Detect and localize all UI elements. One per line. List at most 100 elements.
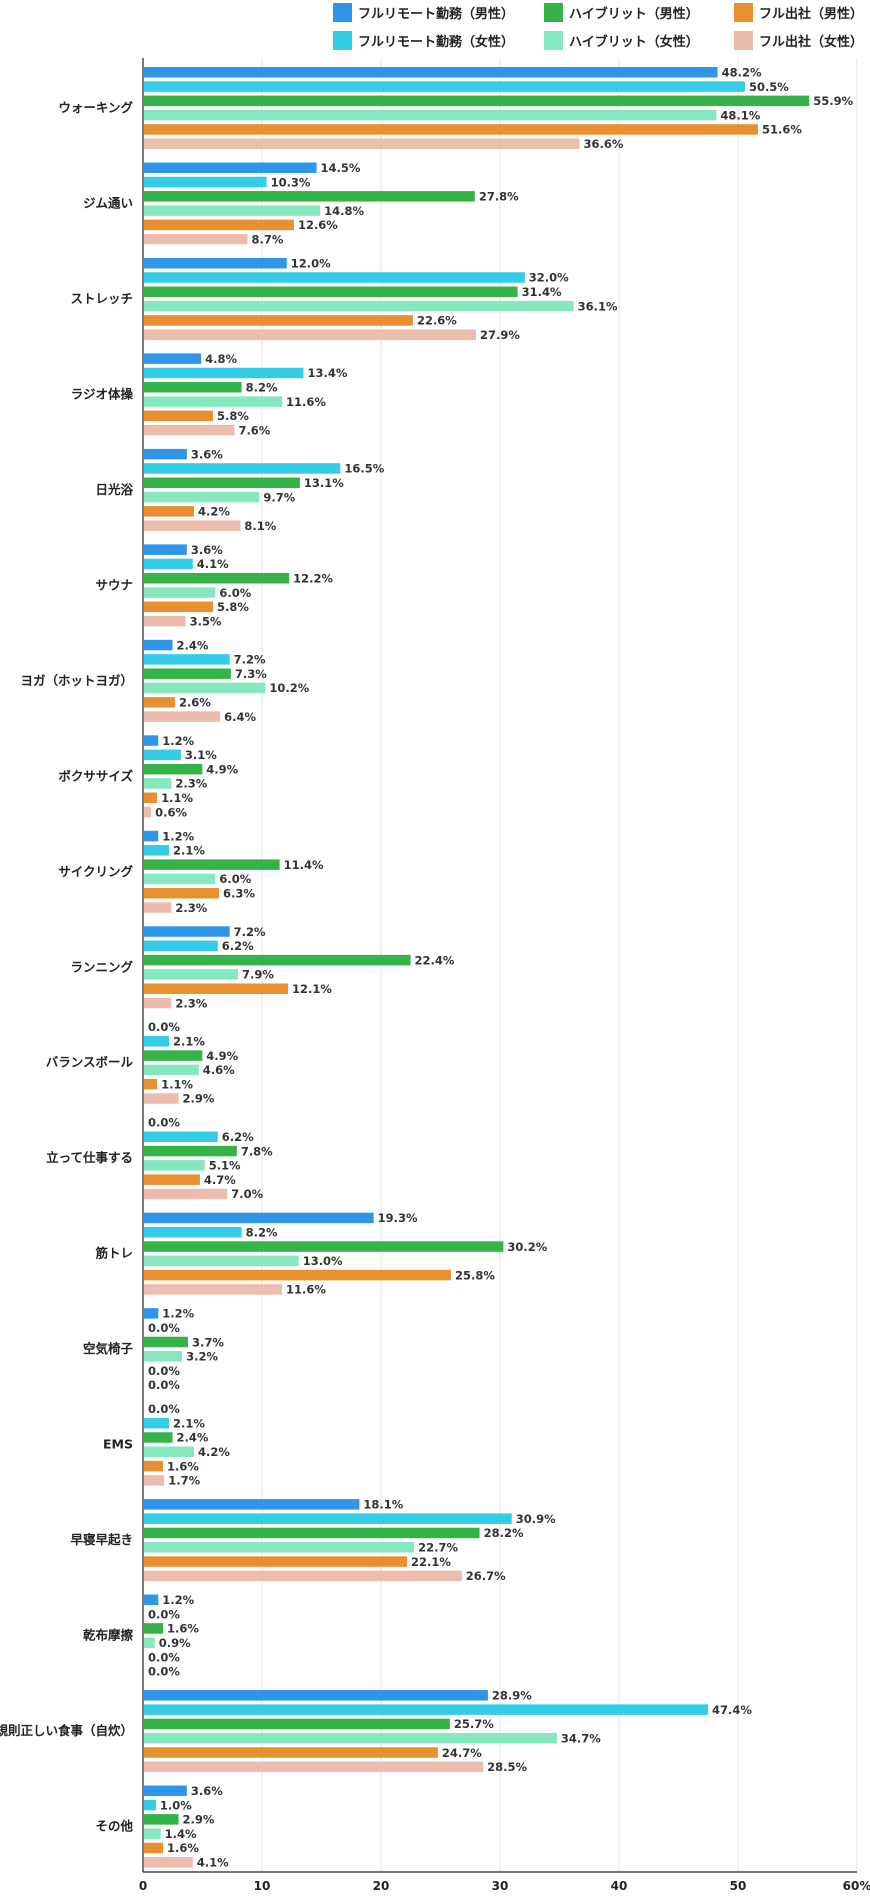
- data-label: 4.6%: [203, 1063, 235, 1077]
- bar: [144, 1188, 228, 1200]
- data-label: 2.1%: [173, 1416, 205, 1430]
- bar: [144, 1460, 164, 1472]
- bar: [144, 1704, 709, 1715]
- data-label: 31.4%: [522, 285, 562, 299]
- bar: [144, 601, 214, 613]
- data-label: 4.1%: [197, 557, 229, 571]
- bar: [144, 95, 810, 107]
- data-label: 13.0%: [303, 1254, 343, 1268]
- data-label: 5.8%: [217, 600, 249, 614]
- category-label: 日光浴: [95, 482, 133, 497]
- x-tick-label: 0: [139, 1879, 147, 1893]
- bar: [144, 1527, 480, 1539]
- bar: [144, 749, 181, 761]
- bar: [144, 997, 172, 1009]
- data-label: 1.6%: [167, 1622, 199, 1636]
- data-label: 10.2%: [269, 681, 309, 695]
- data-label: 4.7%: [204, 1173, 236, 1187]
- data-label: 1.7%: [168, 1474, 200, 1488]
- bar: [144, 138, 580, 149]
- data-label: 1.2%: [162, 734, 194, 748]
- data-label: 1.2%: [162, 1307, 194, 1321]
- category-label: バランスボール: [46, 1055, 134, 1070]
- data-label: 0.9%: [159, 1636, 191, 1650]
- bar: [144, 257, 287, 269]
- data-label: 7.3%: [235, 667, 267, 681]
- bar: [144, 520, 241, 531]
- bar: [144, 983, 288, 994]
- data-label: 1.2%: [162, 1593, 194, 1607]
- data-label: 0.0%: [148, 1665, 180, 1679]
- data-label: 30.2%: [507, 1240, 547, 1254]
- bar: [144, 572, 290, 584]
- legend-label: ハイブリット（男性）: [569, 6, 699, 22]
- data-label: 1.0%: [160, 1798, 192, 1812]
- data-label: 4.9%: [206, 762, 238, 776]
- bar: [144, 272, 525, 283]
- legend-swatch: [734, 31, 753, 50]
- data-label: 4.9%: [206, 1049, 238, 1063]
- data-label: 0.0%: [148, 1116, 180, 1130]
- data-label: 0.0%: [148, 1364, 180, 1378]
- data-label: 2.9%: [183, 1092, 215, 1106]
- bar: [144, 300, 574, 312]
- bar: [144, 1308, 159, 1319]
- bar: [144, 697, 175, 708]
- data-label: 48.1%: [720, 108, 760, 122]
- legend-label: ハイブリット（女性）: [569, 34, 699, 50]
- bar: [144, 792, 158, 804]
- data-label: 1.6%: [167, 1841, 199, 1855]
- bar: [144, 1570, 462, 1582]
- bar: [144, 1718, 450, 1730]
- bar: [144, 1842, 164, 1854]
- data-label: 28.9%: [492, 1689, 532, 1703]
- bar: [144, 1542, 415, 1553]
- data-label: 2.3%: [175, 996, 207, 1010]
- data-label: 2.9%: [183, 1813, 215, 1827]
- data-label: 55.9%: [813, 94, 853, 108]
- data-label: 7.9%: [242, 968, 274, 982]
- data-label: 6.2%: [222, 1130, 254, 1144]
- bar: [144, 1226, 242, 1238]
- data-label: 22.7%: [418, 1541, 458, 1555]
- bar: [144, 1036, 169, 1047]
- legend-label: フル出社（女性）: [759, 34, 863, 50]
- data-label: 1.6%: [167, 1459, 199, 1473]
- category-label: 立って仕事する: [46, 1150, 133, 1165]
- data-label: 7.2%: [234, 653, 266, 667]
- data-label: 25.8%: [455, 1268, 495, 1282]
- bar: [144, 1475, 165, 1486]
- data-label: 3.7%: [192, 1335, 224, 1349]
- bar: [144, 969, 239, 980]
- bar: [144, 1732, 557, 1744]
- data-label: 25.7%: [454, 1717, 494, 1731]
- data-label: 7.0%: [231, 1187, 263, 1201]
- data-label: 4.8%: [205, 352, 237, 366]
- data-label: 50.5%: [749, 80, 789, 94]
- legend-swatch: [333, 31, 352, 50]
- bar: [144, 315, 413, 326]
- data-label: 3.1%: [185, 748, 217, 762]
- bar: [144, 1556, 407, 1567]
- data-label: 1.1%: [161, 791, 193, 805]
- data-label: 0.0%: [148, 1607, 180, 1621]
- legend-label: フルリモート勤務（男性）: [358, 6, 514, 22]
- data-label: 13.1%: [304, 476, 344, 490]
- data-label: 51.6%: [762, 123, 802, 137]
- legend-label: フルリモート勤務（女性）: [358, 34, 514, 50]
- bar: [144, 329, 477, 340]
- data-label: 6.0%: [219, 872, 251, 886]
- bar: [144, 1432, 173, 1443]
- bar: [144, 1499, 360, 1510]
- x-tick-label: 10: [254, 1879, 271, 1893]
- bar: [144, 1131, 218, 1143]
- data-label: 28.2%: [484, 1526, 524, 1540]
- x-tick-label: 60%: [843, 1879, 870, 1893]
- category-label: 空気椅子: [83, 1341, 134, 1356]
- bar: [144, 424, 235, 436]
- data-label: 13.4%: [307, 366, 347, 380]
- category-label: ボクササイズ: [58, 768, 133, 783]
- category-label: 筋トレ: [94, 1246, 133, 1261]
- data-label: 4.1%: [197, 1856, 229, 1870]
